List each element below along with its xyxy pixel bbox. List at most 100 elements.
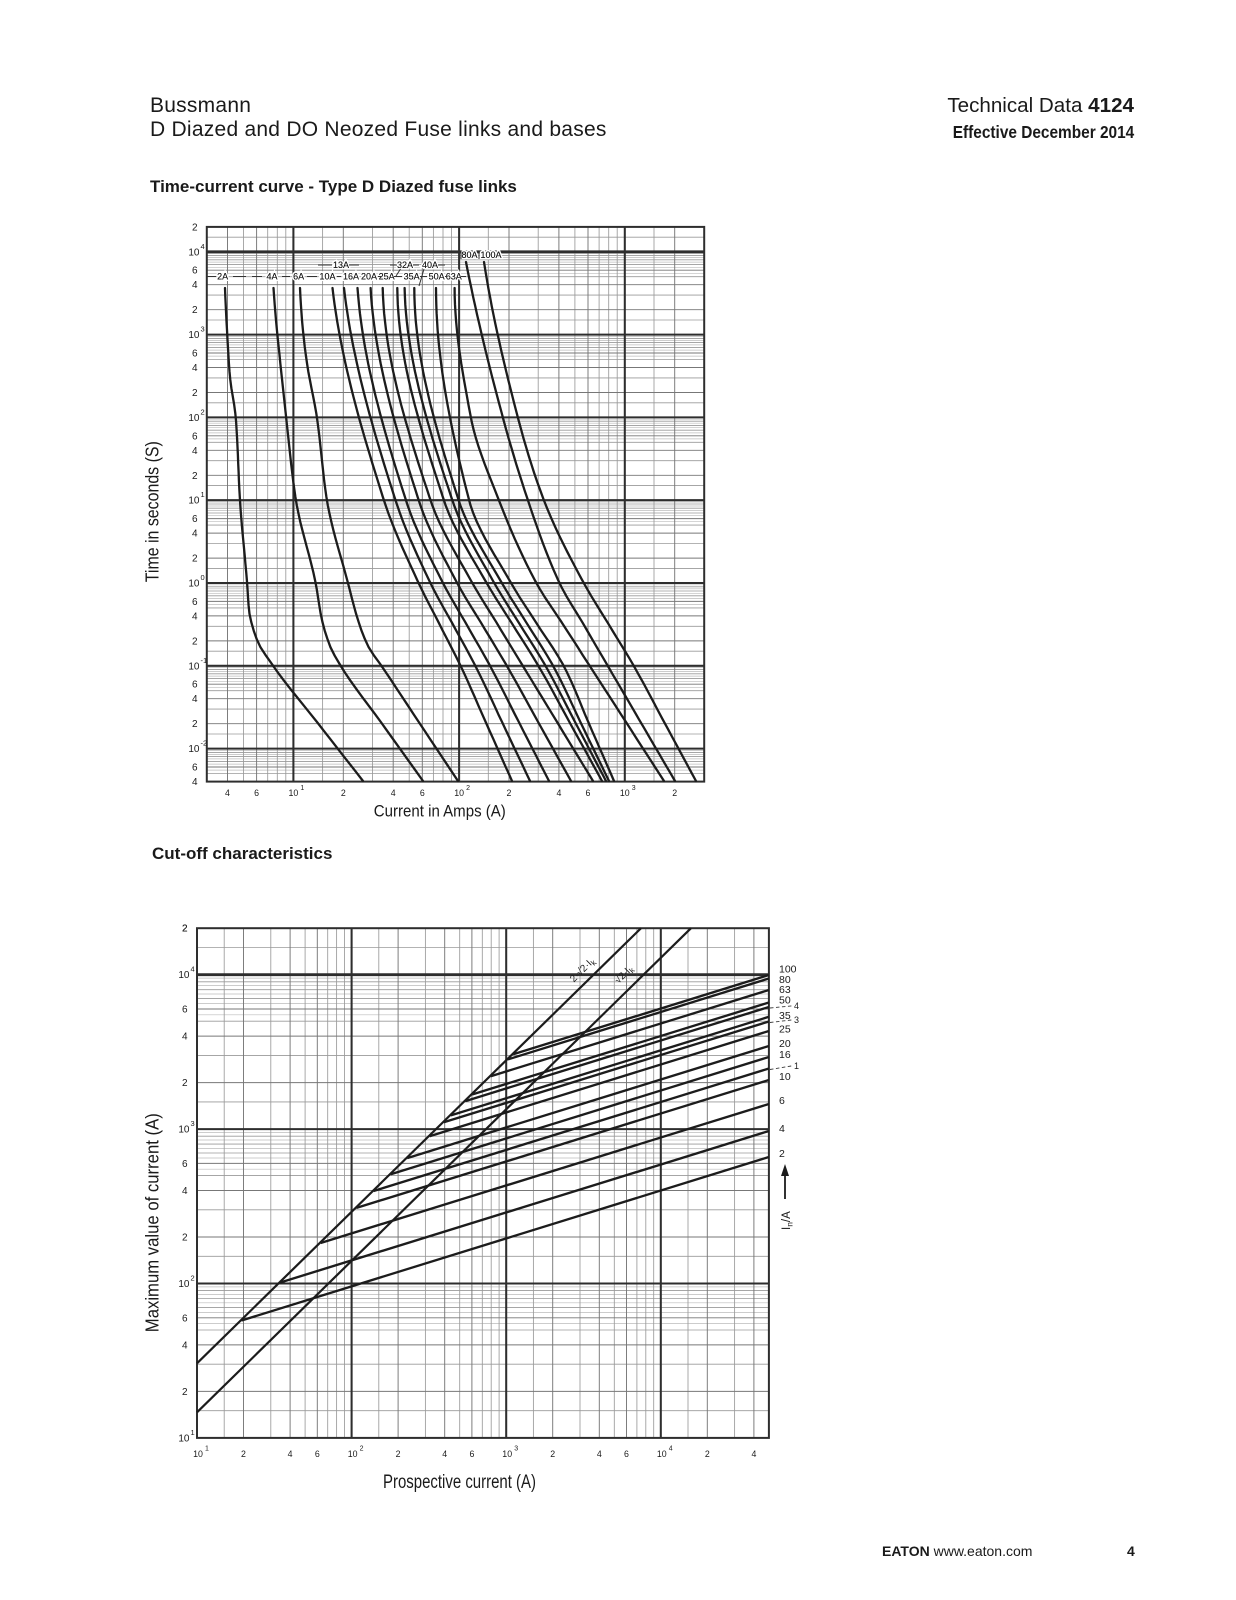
svg-text:4: 4: [794, 1001, 799, 1011]
svg-text:32A: 32A: [397, 260, 413, 270]
svg-text:Maximum value of current (A): Maximum value of current (A): [143, 1113, 163, 1332]
svg-text:25A: 25A: [379, 272, 395, 282]
svg-text:80A: 80A: [461, 250, 477, 260]
svg-text:6: 6: [624, 1449, 629, 1459]
svg-text:4: 4: [201, 242, 205, 251]
svg-text:2: 2: [201, 407, 205, 416]
svg-text:2: 2: [192, 222, 198, 233]
svg-text:6: 6: [586, 788, 591, 798]
svg-text:4: 4: [225, 788, 230, 798]
svg-text:25: 25: [779, 1023, 791, 1035]
svg-text:1: 1: [205, 1446, 209, 1453]
svg-text:35: 35: [779, 1010, 791, 1022]
svg-text:10: 10: [502, 1449, 512, 1459]
svg-text:10: 10: [178, 1125, 190, 1136]
svg-text:16A: 16A: [343, 272, 359, 282]
svg-text:1: 1: [300, 785, 304, 792]
svg-text:3: 3: [632, 785, 636, 792]
svg-text:10: 10: [188, 579, 200, 590]
svg-text:100: 100: [779, 963, 797, 975]
svg-text:1: 1: [191, 1428, 195, 1437]
svg-text:16: 16: [779, 1049, 791, 1061]
svg-text:6: 6: [192, 514, 198, 525]
svg-text:20: 20: [779, 1038, 791, 1050]
svg-text:10: 10: [620, 788, 630, 798]
svg-text:20A: 20A: [361, 272, 377, 282]
svg-text:50: 50: [779, 995, 791, 1007]
svg-text:2: 2: [182, 924, 188, 935]
svg-text:10: 10: [178, 1433, 190, 1444]
svg-text:1: 1: [794, 1061, 799, 1071]
svg-text:4: 4: [442, 1449, 447, 1459]
svg-text:4: 4: [192, 777, 198, 788]
svg-text:2: 2: [779, 1148, 785, 1160]
svg-text:50A: 50A: [429, 272, 445, 282]
svg-text:25A: 25A: [379, 272, 395, 282]
svg-text:4: 4: [192, 280, 198, 291]
svg-text:Prospective current (A): Prospective current (A): [383, 1472, 536, 1493]
svg-text:6: 6: [192, 431, 198, 442]
svg-text:6A: 6A: [293, 272, 304, 282]
svg-text:100A: 100A: [480, 250, 501, 260]
svg-text:6: 6: [315, 1449, 320, 1459]
svg-text:2: 2: [191, 1274, 195, 1283]
svg-text:4: 4: [391, 788, 396, 798]
svg-text:4: 4: [191, 965, 195, 974]
svg-text:6: 6: [192, 680, 198, 691]
svg-text:10: 10: [188, 661, 200, 672]
svg-text:-1: -1: [201, 656, 208, 665]
svg-text:0: 0: [201, 573, 205, 582]
svg-text:4: 4: [182, 1340, 188, 1351]
svg-text:4: 4: [288, 1449, 293, 1459]
svg-text:10: 10: [188, 247, 200, 258]
svg-text:6: 6: [182, 1313, 188, 1324]
svg-text:10: 10: [348, 1449, 358, 1459]
svg-text:6: 6: [420, 788, 425, 798]
svg-text:4: 4: [192, 446, 198, 457]
svg-text:2A: 2A: [217, 272, 228, 282]
svg-text:10: 10: [188, 496, 200, 507]
svg-text:35A: 35A: [404, 272, 420, 282]
svg-text:10: 10: [188, 413, 200, 424]
svg-text:4A: 4A: [266, 272, 277, 282]
svg-text:1: 1: [201, 490, 205, 499]
svg-text:2: 2: [192, 554, 198, 565]
svg-text:6: 6: [192, 349, 198, 360]
svg-text:6: 6: [192, 266, 198, 277]
svg-text:2: 2: [182, 1387, 188, 1398]
svg-text:Current in Amps (A): Current in Amps (A): [374, 802, 506, 821]
svg-text:10: 10: [289, 788, 299, 798]
svg-text:2A: 2A: [217, 272, 228, 282]
svg-text:4: 4: [192, 529, 198, 540]
svg-text:10: 10: [178, 1279, 190, 1290]
svg-text:13A: 13A: [333, 260, 349, 270]
svg-text:2: 2: [341, 788, 346, 798]
svg-text:2: 2: [192, 719, 198, 730]
svg-text:10A: 10A: [319, 272, 335, 282]
svg-text:100A: 100A: [480, 250, 501, 260]
svg-text:2: 2: [396, 1449, 401, 1459]
svg-text:63A: 63A: [446, 272, 462, 282]
svg-text:2: 2: [507, 788, 512, 798]
svg-text:50A: 50A: [429, 272, 445, 282]
svg-text:6: 6: [182, 1005, 188, 1016]
svg-text:4: 4: [182, 1032, 188, 1043]
svg-text:10: 10: [657, 1449, 667, 1459]
svg-text:20A: 20A: [361, 272, 377, 282]
svg-text:3: 3: [201, 325, 205, 334]
svg-text:2: 2: [192, 388, 198, 399]
svg-text:10: 10: [178, 970, 190, 981]
svg-text:4: 4: [669, 1446, 673, 1453]
svg-text:80A: 80A: [461, 250, 477, 260]
svg-text:16A: 16A: [343, 272, 359, 282]
svg-text:6: 6: [182, 1159, 188, 1170]
svg-text:2: 2: [241, 1449, 246, 1459]
svg-text:6A: 6A: [293, 272, 304, 282]
svg-text:4: 4: [182, 1186, 188, 1197]
svg-text:40A: 40A: [422, 260, 438, 270]
svg-text:6: 6: [192, 763, 198, 774]
svg-text:2: 2: [192, 471, 198, 482]
svg-text:2: 2: [182, 1078, 188, 1089]
svg-text:80: 80: [779, 974, 791, 986]
svg-text:2: 2: [192, 636, 198, 647]
